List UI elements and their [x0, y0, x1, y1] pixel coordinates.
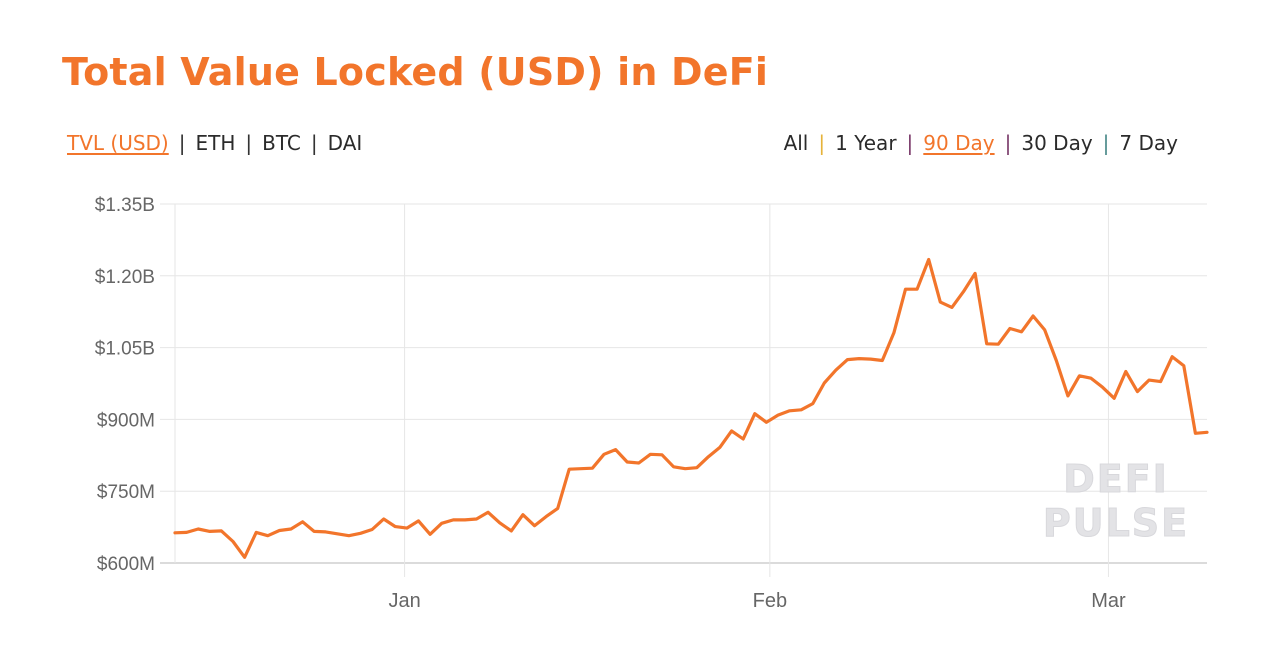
- y-axis: $600M $750M $900M $1.05B $1.20B $1.35B: [95, 195, 155, 575]
- separator: |: [1004, 131, 1012, 155]
- separator: |: [310, 131, 318, 155]
- y-tick-label: $900M: [97, 410, 155, 431]
- x-axis: Jan Feb Mar: [388, 590, 1126, 612]
- page-title: Total Value Locked (USD) in DeFi: [62, 50, 769, 94]
- y-tick-label: $1.05B: [95, 339, 155, 360]
- x-tick-label: Jan: [388, 590, 420, 612]
- y-tick-label: $600M: [97, 554, 155, 575]
- range-30-day[interactable]: 30 Day: [1021, 131, 1093, 155]
- range-7-day[interactable]: 7 Day: [1119, 131, 1178, 155]
- separator: |: [1102, 131, 1110, 155]
- separator: |: [178, 131, 186, 155]
- range-1-year[interactable]: 1 Year: [835, 131, 897, 155]
- x-tick-label: Feb: [753, 590, 787, 612]
- separator: |: [818, 131, 826, 155]
- y-tick-label: $1.35B: [95, 195, 155, 216]
- watermark-line2: PULSE: [1043, 501, 1189, 545]
- range-filter-bar: All | 1 Year | 90 Day | 30 Day | 7 Day: [784, 131, 1178, 155]
- filter-tvl-usd[interactable]: TVL (USD): [67, 131, 169, 155]
- range-all[interactable]: All: [783, 131, 809, 155]
- filter-dai[interactable]: DAI: [327, 131, 363, 155]
- filter-btc[interactable]: BTC: [262, 131, 301, 155]
- watermark-logo: DEFI PULSE: [1042, 457, 1189, 546]
- separator: |: [906, 131, 914, 155]
- tvl-series-line[interactable]: [173, 257, 1209, 559]
- y-tick-label: $750M: [97, 482, 155, 503]
- x-tick-label: Mar: [1091, 590, 1126, 612]
- chart-grid: [160, 203, 1207, 577]
- metric-filter-bar: TVL (USD) | ETH | BTC | DAI: [67, 131, 362, 155]
- filter-eth[interactable]: ETH: [195, 131, 236, 155]
- y-tick-label: $1.20B: [95, 267, 155, 288]
- range-90-day[interactable]: 90 Day: [923, 131, 995, 155]
- watermark-line1: DEFI: [1063, 457, 1169, 501]
- separator: |: [245, 131, 253, 155]
